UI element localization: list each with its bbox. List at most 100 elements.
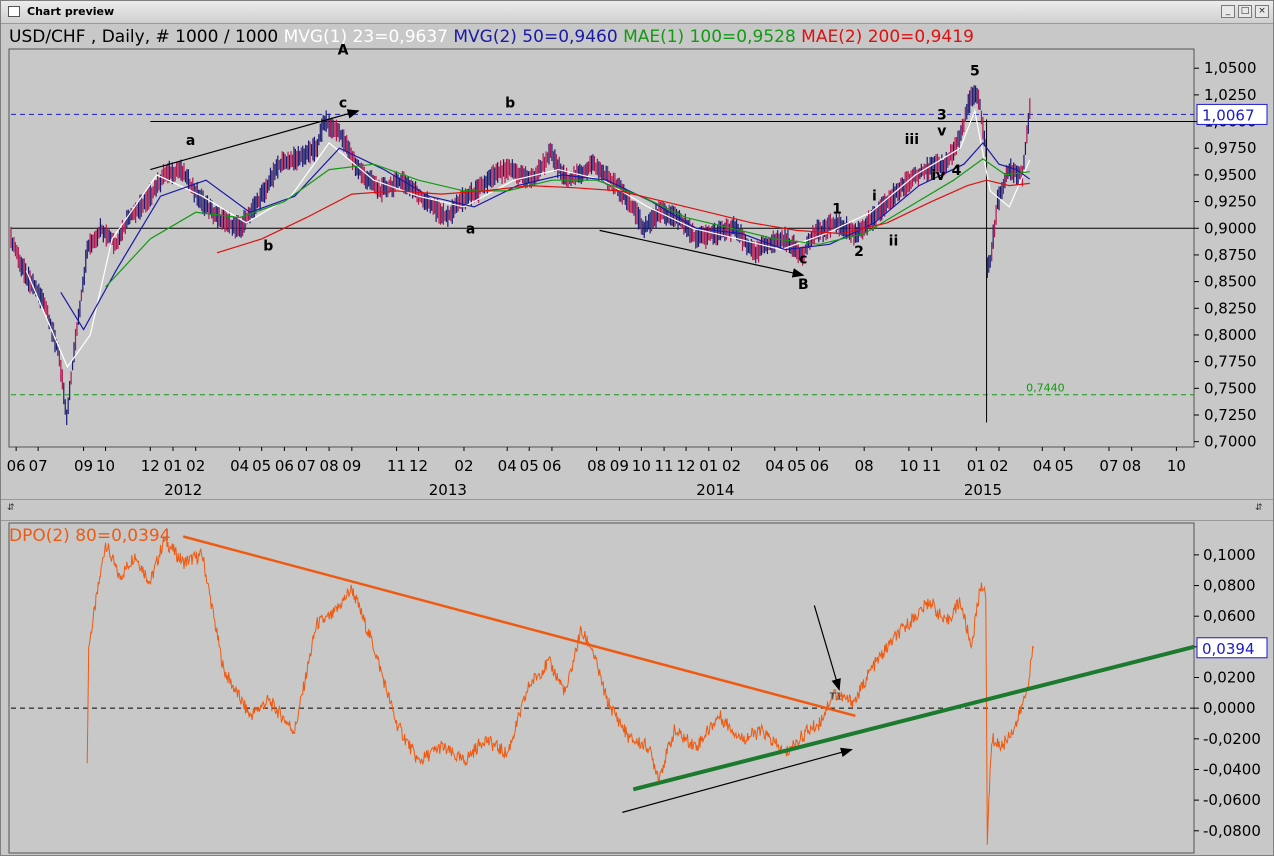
wave-label: v [937, 123, 946, 139]
x-tick-label: 11 [655, 457, 674, 475]
x-tick-label: 09 [342, 457, 361, 475]
dpo-current-value-box [1196, 637, 1268, 659]
x-tick-label: 01 [967, 457, 986, 475]
x-tick-label: 05 [1055, 457, 1074, 475]
dpo-y-tick-label: -0,0200 [1203, 730, 1261, 748]
x-tick-label: 07 [1099, 457, 1118, 475]
x-tick-label: 04 [498, 457, 517, 475]
moving-average-line-3 [105, 158, 1030, 288]
price-y-tick-label: 0,7000 [1204, 433, 1257, 451]
price-y-tick-label: 0,8250 [1204, 299, 1257, 317]
price-y-tick-label: 0,9500 [1204, 166, 1257, 184]
minimize-button[interactable]: _ [1221, 5, 1235, 18]
dpo-y-tick-label: 0,1000 [1203, 546, 1256, 564]
split-arrows-right-icon[interactable]: ⇵ [1255, 503, 1263, 513]
dpo-y-tick-label: -0,0600 [1203, 791, 1261, 809]
split-arrows-left-icon[interactable]: ⇵ [7, 503, 15, 513]
x-tick-label: 02 [722, 457, 741, 475]
x-tick-label: 02 [989, 457, 1008, 475]
dpo-arrow-down [813, 605, 841, 691]
dpo-y-tick-label: 0,0200 [1203, 669, 1256, 687]
x-tick-label: 04 [230, 457, 249, 475]
dpo-indicator-label: DPO(2) 80=0,0394 [9, 526, 171, 546]
moving-average-line-1 [25, 108, 1031, 369]
x-tick-label: 05 [520, 457, 539, 475]
wave-label: b [263, 239, 273, 255]
wave-label: c [339, 96, 347, 112]
price-y-tick-label: 0,9250 [1204, 193, 1257, 211]
year-label: 2014 [696, 481, 734, 499]
x-tick-label: 04 [765, 457, 784, 475]
moving-average-line-4 [216, 179, 1030, 254]
wave-label: b [505, 96, 515, 112]
pane-splitter[interactable]: ⇵ ⇵ [1, 499, 1273, 521]
title-bar[interactable]: Chart preview _ □ × [1, 1, 1273, 24]
x-tick-label: 06 [275, 457, 294, 475]
x-tick-label: 04 [1033, 457, 1052, 475]
wave-label: B [798, 277, 809, 293]
indicator-label-2: MVG(2) 50=0,9460 [448, 27, 618, 47]
price-header: USD/CHF , Daily, # 1000 / 1000 MVG(1) 23… [9, 27, 974, 47]
dpo-plot-area [8, 522, 1195, 854]
indicator-label-3: MAE(1) 100=0,9528 [618, 27, 796, 47]
x-tick-label: 08 [320, 457, 339, 475]
wave-label: a [466, 222, 475, 238]
wave-label: iii [905, 132, 919, 148]
dpo-arrow-up [622, 747, 853, 813]
x-tick-label: 01 [163, 457, 182, 475]
x-tick-label: 02 [454, 457, 473, 475]
x-tick-label: 11 [922, 457, 941, 475]
x-tick-label: 02 [186, 457, 205, 475]
dpo-trendline-resistance [182, 535, 856, 718]
x-tick-label: 01 [699, 457, 718, 475]
wave-arrow-down [599, 229, 805, 278]
x-tick-label: 06 [810, 457, 829, 475]
year-label: 2012 [164, 481, 202, 499]
dpo-y-tick-label: -0,0400 [1203, 760, 1261, 778]
wave-label: 1 [832, 201, 842, 217]
maximize-button[interactable]: □ [1238, 5, 1252, 18]
dpo-current-value-label: 0,0394 [1202, 640, 1255, 658]
window-title: Chart preview [27, 5, 115, 18]
dpo-annotation-label: T1 [829, 692, 842, 703]
x-tick-label: 10 [1167, 457, 1186, 475]
wave-label: a [186, 133, 195, 149]
price-y-tick-label: 0,7250 [1204, 406, 1257, 424]
x-tick-label: 08 [587, 457, 606, 475]
wave-arrow-up [150, 109, 360, 171]
price-plot-area [8, 48, 1195, 448]
moving-average-line-2 [60, 141, 1031, 331]
x-tick-label: 08 [1122, 457, 1141, 475]
dpo-y-tick-label: 0,0800 [1203, 577, 1256, 595]
close-button[interactable]: × [1255, 5, 1269, 18]
x-tick-label: 12 [677, 457, 696, 475]
dpo-chart[interactable]: 0,10000,08000,06000,04000,02000,0000-0,0… [1, 519, 1273, 855]
price-y-tick-label: 0,9000 [1204, 219, 1257, 237]
wave-label: 3 [937, 107, 947, 123]
x-tick-label: 06 [542, 457, 561, 475]
price-y-tick-label: 0,7500 [1204, 379, 1257, 397]
dpo-trendline-support [632, 644, 1195, 792]
x-tick-label: 09 [610, 457, 629, 475]
year-label: 2013 [429, 481, 467, 499]
price-y-tick-label: 1,0500 [1204, 59, 1257, 77]
x-tick-label: 11 [387, 457, 406, 475]
price-y-tick-label: 0,8500 [1204, 273, 1257, 291]
indicator-label-1: MVG(1) 23=0,9637 [278, 27, 448, 47]
level-label: 0,7440 [1026, 382, 1065, 395]
x-tick-label: 09 [74, 457, 93, 475]
price-y-tick-label: 0,8000 [1204, 326, 1257, 344]
x-tick-label: 12 [141, 457, 160, 475]
wave-label: iv [931, 168, 945, 184]
wave-label: c [799, 251, 807, 267]
price-chart[interactable]: USD/CHF , Daily, # 1000 / 1000 MVG(1) 23… [1, 23, 1273, 499]
x-tick-label: 07 [29, 457, 48, 475]
x-tick-label: 08 [855, 457, 874, 475]
x-tick-label: 06 [7, 457, 26, 475]
price-y-tick-label: 1,0250 [1204, 86, 1257, 104]
x-tick-label: 05 [787, 457, 806, 475]
wave-label: 4 [952, 163, 962, 179]
x-tick-label: 12 [409, 457, 428, 475]
x-tick-label: 10 [899, 457, 918, 475]
